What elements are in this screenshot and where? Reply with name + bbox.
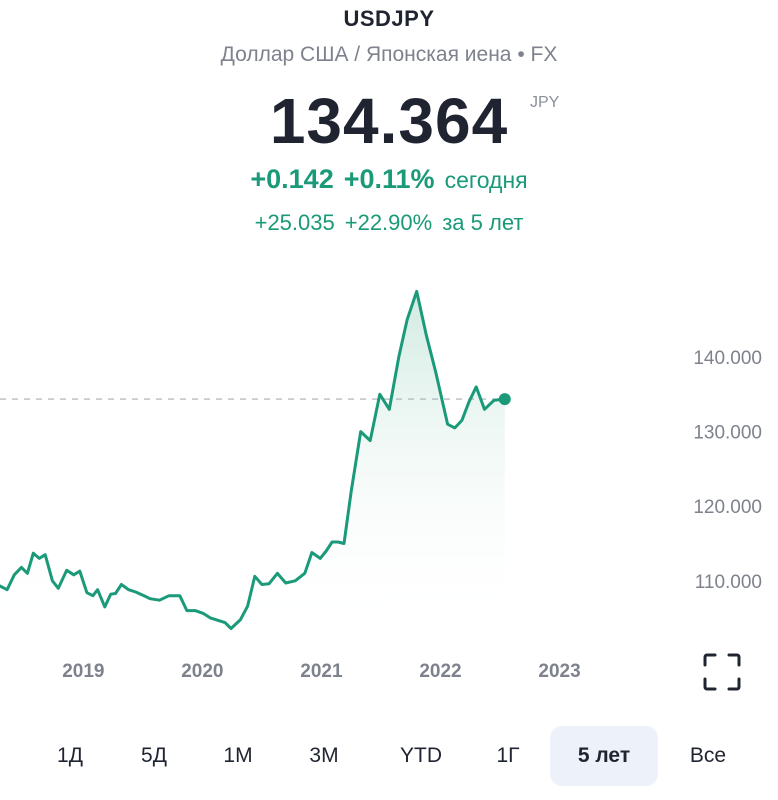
y-tick-label: 130.000 <box>693 423 762 444</box>
instrument-name: Доллар США / Японская иена • FX <box>220 43 558 66</box>
change-5y-abs: +25.035 <box>254 210 335 235</box>
current-price: 134.364 <box>269 85 509 157</box>
change-today: +0.142 +0.11% сегодня <box>0 164 778 195</box>
ticker-symbol: USDJPY <box>343 6 435 31</box>
x-tick-label: 2021 <box>300 661 343 682</box>
tab-1d[interactable]: 1Д <box>57 744 83 767</box>
series-line <box>0 289 507 630</box>
x-tick-label: 2019 <box>62 661 104 682</box>
tab-1y[interactable]: 1Г <box>496 744 520 767</box>
y-tick-label: 120.000 <box>693 497 762 518</box>
change-today-label: сегодня <box>444 167 528 193</box>
fullscreen-icon[interactable] <box>702 652 742 692</box>
x-tick-label: 2023 <box>538 661 580 682</box>
y-tick-label: 110.000 <box>695 572 762 593</box>
y-tick-label: 140.000 <box>693 348 762 369</box>
change-5y-label: за 5 лет <box>442 210 524 235</box>
tab-ytd[interactable]: YTD <box>400 744 442 767</box>
currency-label: JPY <box>530 94 560 111</box>
tab-5y[interactable]: 5 лет <box>550 726 658 786</box>
series-area <box>0 291 505 635</box>
x-tick-label: 2022 <box>419 661 461 682</box>
tab-5d[interactable]: 5Д <box>141 744 167 767</box>
price-chart[interactable]: 110.000 120.000 130.000 140.000 2019 2020 202… <box>0 255 778 695</box>
change-5y-pct: +22.90% <box>344 210 433 235</box>
change-5y: +25.035 +22.90% за 5 лет <box>0 210 778 236</box>
tab-1m[interactable]: 1М <box>223 744 253 767</box>
x-tick-label: 2020 <box>181 661 223 682</box>
last-price-point[interactable] <box>498 393 511 406</box>
tab-all[interactable]: Все <box>689 744 727 767</box>
price-block: 134.364 JPY <box>0 84 778 158</box>
tab-3m[interactable]: 3М <box>309 744 339 767</box>
range-tabs: 1Д 5Д 1М 3М YTD 1Г 5 лет Все <box>0 726 778 786</box>
change-today-abs: +0.142 <box>250 164 334 194</box>
change-today-pct: +0.11% <box>343 164 435 194</box>
